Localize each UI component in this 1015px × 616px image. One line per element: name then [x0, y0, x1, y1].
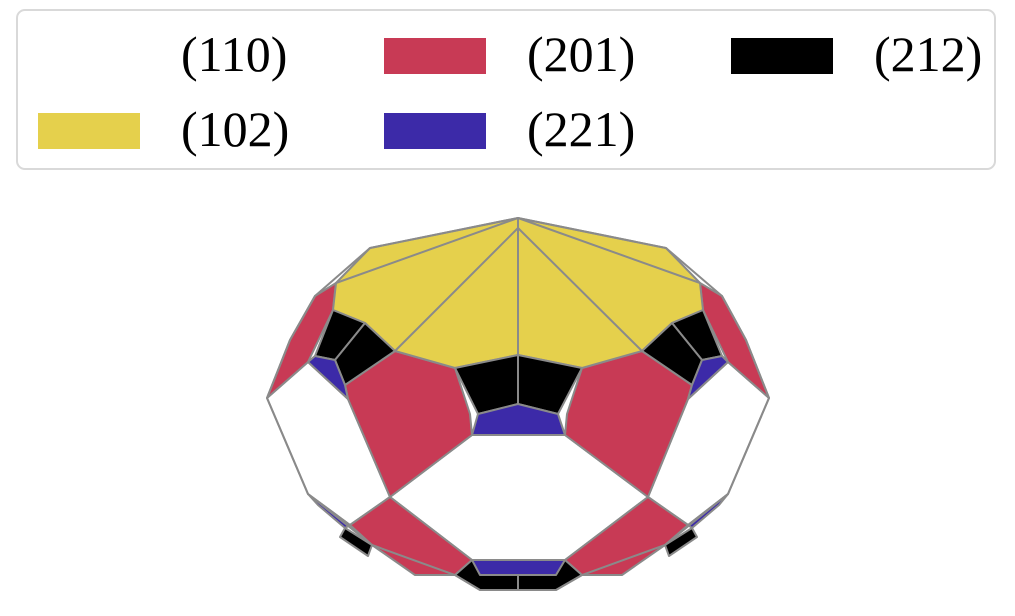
legend: (110) (201) (212) (102) (221) — [16, 9, 996, 170]
legend-swatch-201 — [384, 38, 486, 74]
edge-ridge-right-2 — [517, 227, 643, 352]
face-221-center — [471, 403, 566, 436]
face-212-lower-left-edge — [339, 527, 373, 557]
edge-ridge-right-1 — [517, 217, 701, 284]
face-221-right — [687, 355, 729, 400]
legend-label-212: (212) — [874, 26, 983, 82]
edge-ridge-left-1 — [335, 217, 519, 284]
polyhedron-edges — [266, 216, 770, 591]
legend-label-201: (201) — [527, 26, 636, 82]
legend-label-102: (102) — [181, 101, 290, 157]
legend-swatch-221 — [384, 113, 486, 149]
edge-top-outline — [266, 216, 770, 399]
legend-swatch-212 — [731, 38, 833, 74]
legend-swatch-110 — [38, 38, 140, 74]
face-212-lower-right-edge — [664, 527, 698, 557]
face-221-bottom — [471, 559, 566, 576]
polyhedron-faces — [266, 217, 770, 591]
face-221-left — [307, 355, 349, 400]
legend-swatch-102 — [38, 113, 140, 149]
legend-label-110: (110) — [181, 26, 288, 82]
legend-label-221: (221) — [527, 101, 636, 157]
edge-ridge-left-2 — [394, 227, 519, 352]
edge-bottom-outline — [266, 397, 770, 591]
